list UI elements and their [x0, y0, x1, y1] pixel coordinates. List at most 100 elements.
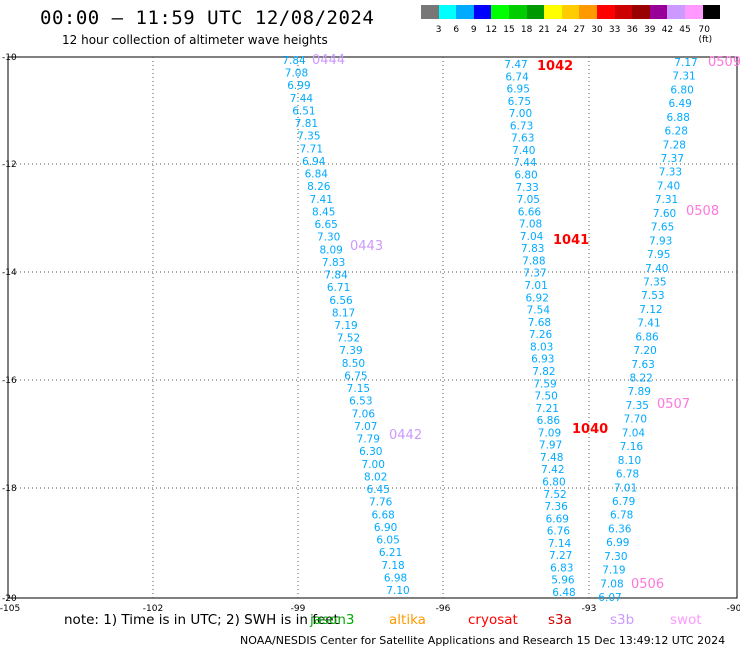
wave-height-label: 7.37	[661, 153, 684, 165]
wave-height-label: 6.80	[670, 84, 693, 96]
wave-height-label: 6.28	[665, 126, 688, 138]
satellite-legend-item: jason3	[310, 612, 355, 628]
wave-height-label: 6.80	[514, 170, 537, 182]
colorbar-swatch	[685, 5, 703, 19]
wave-height-label: 7.33	[515, 182, 538, 194]
pass-label: 1041	[553, 233, 589, 248]
colorbar-swatch	[632, 5, 650, 19]
wave-height-label: 7.31	[672, 71, 695, 83]
wave-height-label: 7.82	[532, 366, 555, 378]
wave-height-label: 8.26	[307, 181, 331, 193]
wave-height-label: 7.53	[641, 290, 664, 302]
wave-height-label: 7.41	[637, 318, 660, 330]
wave-height-label: 7.97	[539, 440, 562, 452]
wave-height-label: 7.54	[527, 305, 551, 317]
colorbar-swatch	[509, 5, 527, 19]
wave-height-label: 7.10	[386, 585, 409, 597]
colorbar-swatch	[649, 5, 668, 19]
wave-height-label: 6.75	[344, 370, 367, 382]
wave-height-label: 7.28	[663, 139, 686, 151]
wave-height-label: 6.49	[668, 98, 691, 110]
wave-height-label: 7.31	[655, 194, 678, 206]
colorbar-swatch	[561, 5, 580, 19]
wave-height-label: 6.21	[379, 547, 402, 559]
wave-height-label: 8.50	[342, 358, 365, 370]
wave-height-label: 6.51	[292, 105, 315, 117]
wave-height-label: 8.22	[629, 373, 652, 385]
map-frame	[7, 56, 738, 599]
track-right: 7.177.316.806.496.886.287.287.377.337.40…	[598, 57, 697, 604]
wave-height-label: 7.95	[647, 249, 670, 261]
wave-height-label: 6.66	[518, 206, 542, 218]
wave-height-label: 7.30	[317, 232, 340, 244]
y-tick-label: -20	[2, 594, 17, 604]
wave-height-label: 6.78	[616, 469, 639, 481]
wave-height-label: 7.79	[357, 434, 380, 446]
wave-height-label: 7.63	[631, 359, 654, 371]
wave-height-label: 7.20	[633, 345, 656, 357]
x-tick-label: -93	[582, 604, 597, 614]
wave-height-label: 6.99	[606, 537, 629, 549]
wave-height-label: 7.48	[540, 452, 563, 464]
wave-height-label: 7.35	[297, 131, 320, 143]
wave-height-label: 6.05	[376, 535, 399, 547]
wave-height-label: 7.93	[649, 235, 672, 247]
wave-height-label: 6.95	[507, 84, 530, 96]
wave-height-label: 7.04	[520, 231, 544, 243]
colorbar-label: 12	[485, 25, 498, 35]
wave-height-label: 7.40	[645, 263, 668, 275]
wave-height-label: 7.04	[622, 427, 646, 439]
colorbar-swatch	[544, 5, 562, 19]
y-tick-label: -16	[2, 376, 17, 386]
wave-height-label: 7.00	[509, 108, 532, 120]
wave-height-label: 7.33	[659, 167, 682, 179]
wave-height-label: 7.68	[528, 317, 551, 329]
credit-line: NOAA/NESDIS Center for Satellite Applica…	[240, 634, 726, 647]
colorbar-label: 3	[435, 25, 442, 35]
colorbar-label: 27	[573, 25, 586, 35]
wave-height-label: 6.07	[598, 592, 621, 604]
wave-height-label: 7.16	[620, 441, 644, 453]
wave-height-label: 6.86	[635, 331, 659, 343]
colorbar-label: 9	[470, 25, 477, 35]
wave-height-label: 8.10	[618, 455, 641, 467]
colorbar-swatch	[526, 5, 545, 19]
satellite-legend-item: altika	[389, 612, 426, 628]
satellite-legend-item: s3a	[548, 612, 572, 628]
wave-height-label: 6.53	[349, 396, 372, 408]
pass-label: 0509	[708, 55, 740, 70]
wave-height-label: 7.21	[536, 403, 559, 415]
wave-height-label: 7.26	[529, 329, 553, 341]
pass-label: 0443	[350, 239, 383, 254]
pass-label: 0507	[657, 397, 690, 412]
wave-height-label: 6.45	[366, 484, 389, 496]
page-title: 00:00 – 11:59 UTC 12/08/2024	[40, 7, 375, 29]
wave-height-label: 6.84	[305, 169, 329, 181]
wave-height-label: 7.19	[602, 565, 625, 577]
satellite-legend-item: swot	[670, 612, 702, 628]
wave-height-label: 7.19	[334, 320, 357, 332]
wave-height-label: 7.41	[310, 194, 333, 206]
wave-height-label: 7.50	[534, 391, 557, 403]
wave-height-label: 7.44	[513, 157, 537, 169]
pass-label: 1040	[572, 422, 608, 437]
wave-height-label: 7.59	[533, 378, 556, 390]
wave-height-label: 6.48	[552, 587, 575, 599]
pass-label: 0442	[389, 428, 422, 443]
wave-height-label: 6.78	[610, 510, 633, 522]
wave-height-label: 7.42	[541, 464, 564, 476]
wave-height-label: 5.96	[551, 575, 575, 587]
colorbar-label: 42	[661, 25, 674, 35]
wave-height-label: 6.30	[359, 446, 382, 458]
page-subtitle: 12 hour collection of altimeter wave hei…	[62, 33, 328, 47]
colorbar-swatch	[614, 5, 633, 19]
x-tick-label: -105	[0, 604, 20, 614]
wave-height-label: 7.39	[339, 345, 362, 357]
wave-height-label: 6.56	[329, 295, 353, 307]
wave-height-label: 7.89	[628, 386, 651, 398]
wave-height-label: 7.83	[322, 257, 345, 269]
wave-height-label: 8.17	[332, 307, 355, 319]
y-tick-label: -14	[2, 268, 17, 278]
wave-height-label: 7.05	[517, 194, 540, 206]
colorbar-swatch	[702, 5, 721, 19]
